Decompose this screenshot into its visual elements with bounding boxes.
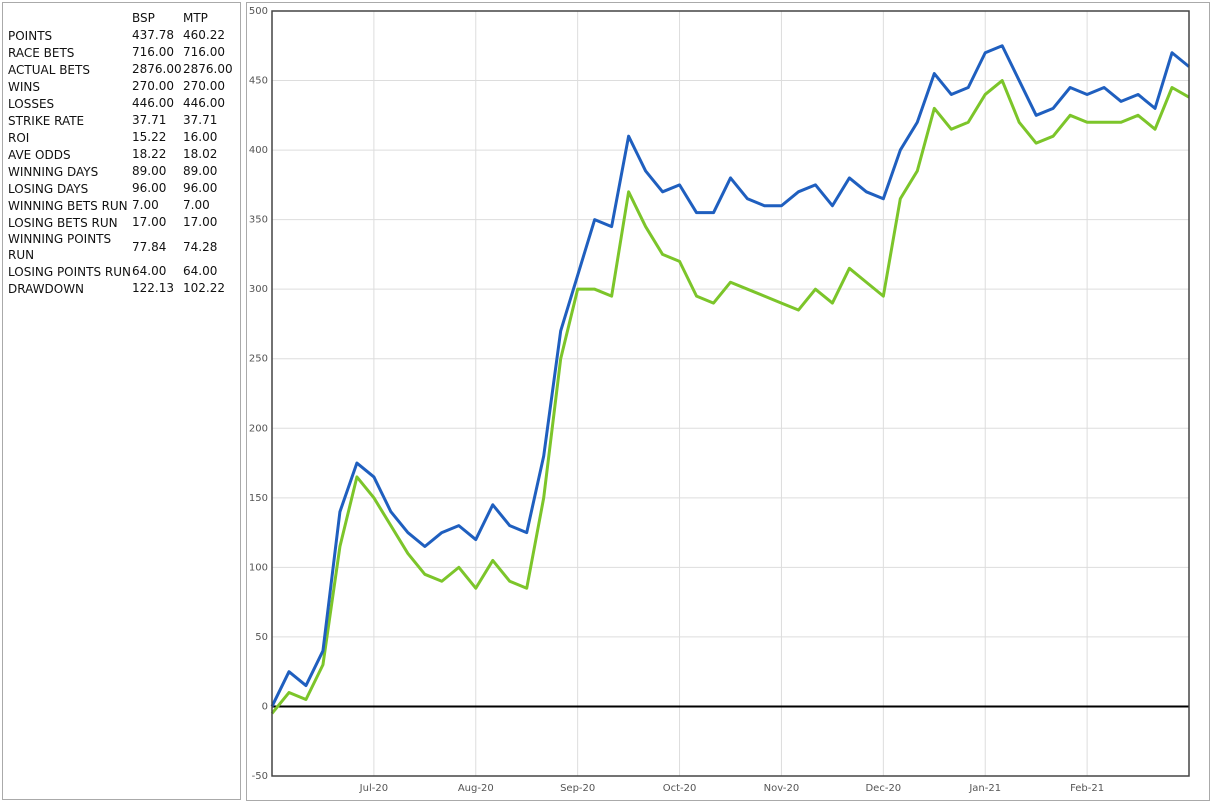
y-tick-label: 300	[249, 284, 268, 295]
y-tick-label: 50	[255, 632, 268, 643]
stats-row: DRAWDOWN 122.13 102.22	[8, 280, 233, 297]
stats-row: ACTUAL BETS 2876.00 2876.00	[8, 61, 233, 78]
stat-value: 460.22	[183, 28, 225, 42]
stat-value: 18.02	[183, 147, 218, 161]
stats-row: POINTS 437.78 460.22	[8, 27, 233, 44]
stat-value: 77.84	[132, 239, 167, 254]
stats-row: LOSING DAYS 96.00 96.00	[8, 180, 233, 197]
stats-row: WINS 270.00 270.00	[8, 78, 233, 95]
stats-row: LOSING BETS RUN 17.00 17.00	[8, 214, 233, 231]
x-tick-label: Aug-20	[458, 783, 494, 794]
y-tick-label: 400	[249, 145, 268, 156]
stat-value: 18.22	[132, 147, 167, 161]
stat-label: LOSING DAYS	[8, 181, 89, 196]
stat-value: 437.78	[132, 28, 174, 42]
stat-value: 270.00	[183, 79, 225, 93]
y-tick-label: -50	[252, 771, 268, 782]
stat-label: WINNING BETS RUN	[8, 198, 128, 213]
x-tick-label: Oct-20	[663, 783, 697, 794]
stat-label: LOSING BETS RUN	[8, 215, 118, 230]
stat-value: 446.00	[132, 96, 174, 110]
stat-value: 16.00	[183, 130, 218, 144]
x-tick-label: Dec-20	[865, 783, 901, 794]
stat-label: POINTS	[8, 28, 53, 43]
series-line	[270, 79, 1190, 715]
stat-value: 716.00	[183, 45, 225, 59]
stat-value: 102.22	[183, 281, 225, 295]
series-line	[270, 44, 1190, 708]
stats-row: STRIKE RATE 37.71 37.71	[8, 112, 233, 129]
header-cell: MTP	[183, 11, 208, 25]
stat-value: 89.00	[132, 164, 167, 178]
stats-row: LOSING POINTS RUN 64.00 64.00	[8, 263, 233, 280]
header-row: BSP MTP	[8, 10, 233, 27]
stats-panel: BSP MTP POINTS 437.78 460.22 RACE BETS 716.00…	[2, 2, 241, 800]
y-tick-label: 250	[249, 354, 268, 365]
stat-label: ROI	[8, 130, 30, 145]
stat-value: 17.00	[132, 215, 167, 229]
y-tick-label: 350	[249, 215, 268, 226]
stat-label: LOSING POINTS RUN	[8, 264, 132, 279]
stats-row: LOSSES 446.00 446.00	[8, 95, 233, 112]
stat-value: 446.00	[183, 96, 225, 110]
y-tick-label: 150	[249, 493, 268, 504]
chart-frame	[246, 2, 1210, 801]
stat-label: DRAWDOWN	[8, 281, 85, 296]
stat-value: 89.00	[183, 164, 218, 178]
stats-row: WINNING DAYS 89.00 89.00	[8, 163, 233, 180]
y-tick-label: 500	[249, 6, 268, 17]
stat-label: WINNING DAYS	[8, 164, 99, 179]
y-tick-label: 200	[249, 423, 268, 434]
stats-row: WINNING POINTS RUN 77.84 74.28	[8, 231, 233, 263]
plot-border	[271, 10, 1190, 777]
x-tick-label: Nov-20	[764, 783, 800, 794]
stat-value: 17.00	[183, 215, 218, 229]
stat-value: 37.71	[183, 113, 218, 127]
stat-value: 64.00	[132, 264, 167, 278]
stat-label: WINNING POINTS RUN	[8, 232, 112, 262]
x-tick-label: Sep-20	[560, 783, 595, 794]
stats-row: ROI 15.22 16.00	[8, 129, 233, 146]
stat-label: WINS	[8, 79, 40, 94]
stat-value: 96.00	[183, 181, 218, 195]
x-tick-label: Jan-21	[968, 783, 1001, 794]
x-tick-label: Jul-20	[359, 783, 388, 794]
stats-row: RACE BETS 716.00 716.00	[8, 44, 233, 61]
stat-value: 7.00	[132, 198, 159, 212]
stat-value: 64.00	[183, 264, 218, 278]
stat-value: 716.00	[132, 45, 174, 59]
stat-label: RACE BETS	[8, 45, 75, 60]
stat-value: 7.00	[183, 198, 210, 212]
y-tick-label: 0	[262, 701, 268, 712]
stat-value: 270.00	[132, 79, 174, 93]
stat-label: STRIKE RATE	[8, 113, 85, 128]
stat-value: 37.71	[132, 113, 167, 127]
stats-body: BSP MTP POINTS 437.78 460.22 RACE BETS 716.00…	[8, 10, 233, 297]
stats-table: BSP MTP POINTS 437.78 460.22 RACE BETS 716.00…	[8, 10, 233, 297]
stat-value: 15.22	[132, 130, 167, 144]
stat-value: 122.13	[132, 281, 174, 295]
y-tick-label: 100	[249, 562, 268, 573]
stat-label: ACTUAL BETS	[8, 62, 90, 77]
stat-value: 74.28	[183, 239, 218, 254]
stats-row: AVE ODDS 18.22 18.02	[8, 146, 233, 163]
stat-value: 2876.00	[132, 62, 182, 76]
y-tick-label: 450	[249, 76, 268, 87]
stat-label: AVE ODDS	[8, 147, 71, 162]
stats-row: WINNING BETS RUN 7.00 7.00	[8, 197, 233, 214]
stat-value: 2876.00	[183, 62, 233, 76]
stat-value: 96.00	[132, 181, 167, 195]
header-cell: BSP	[132, 11, 155, 25]
x-tick-label: Feb-21	[1070, 783, 1104, 794]
stat-label: LOSSES	[8, 96, 55, 111]
